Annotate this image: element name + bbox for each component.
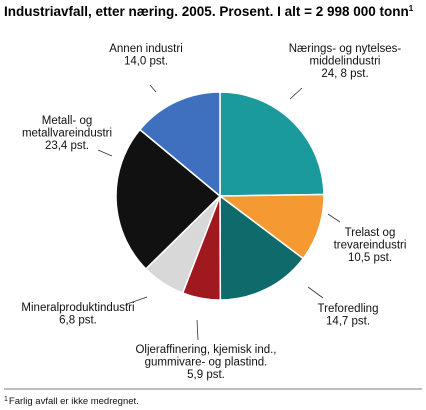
leader-line-6 [149,84,157,93]
slice-label-5-line-2: 23,4 pst. [45,140,89,152]
slice-label-1-line-0: Trelast og [345,227,396,239]
pie-slice-1 [217,193,325,260]
footnote-marker: 1 [4,396,8,403]
leader-line-5 [97,149,113,157]
pie-slice-6 [138,91,221,198]
slice-label-6-line-1: 14,0 pst. [124,56,168,68]
pie-slice-0 [219,91,325,197]
slice-label-5-line-0: Metall- og [42,115,93,127]
slice-label-3-line-2: 5,9 pst. [187,369,225,381]
leader-line-4 [126,296,148,305]
slice-label-0: Nærings- og nytelses-middelindustri 24, 8… [289,43,402,80]
slice-label-0-line-0: Nærings- og nytelses- [289,43,402,55]
footnote: 1Farlig avfall er ikke medregnet. [4,396,139,407]
slice-label-2: Treforedling 14,7 pst. [318,303,379,328]
slice-label-4: Mineralproduktindustri 6,8 pst. [21,302,134,327]
leader-line-1 [327,213,341,223]
pie-slices [115,91,325,301]
slice-label-6-line-0: Annen industri [109,43,183,55]
slice-label-3-line-1: gummivare- og plastind. [145,357,268,369]
slice-label-4-line-0: Mineralproduktindustri [21,302,134,314]
slice-label-5: Metall- og metallvareindustri 23,4 pst. [22,115,112,152]
slice-label-5-line-1: metallvareindustri [22,128,112,140]
slice-labels: Nærings- og nytelses-middelindustri 24, 8… [21,43,406,381]
slice-label-0-line-2: 24, 8 pst. [321,68,368,80]
slice-label-1: Trelast og trevareindustri 10,5 pst. [334,227,407,264]
leader-line-3 [196,319,199,341]
slice-label-2-line-0: Treforedling [318,303,379,315]
chart-title: Industriavfall, etter næring. 2005. Pros… [4,4,414,19]
slice-label-1-line-1: trevareindustri [334,240,407,252]
label-leader-lines [97,84,341,341]
slice-label-6: Annen industri 14,0 pst. [109,43,183,68]
leader-line-0 [289,87,303,100]
slice-label-3-line-0: Oljeraffinering, kjemisk ind., [135,344,276,356]
title-superscript: 1 [409,4,414,13]
slice-label-3: Oljeraffinering, kjemisk ind., gummivare-… [135,344,276,381]
slice-label-1-line-2: 10,5 pst. [348,252,392,264]
slice-label-0-line-1: middelindustri [310,56,381,68]
slice-label-2-line-1: 14,7 pst. [326,316,370,328]
pie-slice-2 [219,194,305,301]
leader-line-2 [307,286,324,299]
slice-label-4-line-1: 6,8 pst. [59,315,97,327]
footnote-text: Farlig avfall er ikke medregnet. [9,396,139,407]
pie-slice-5 [115,128,222,270]
